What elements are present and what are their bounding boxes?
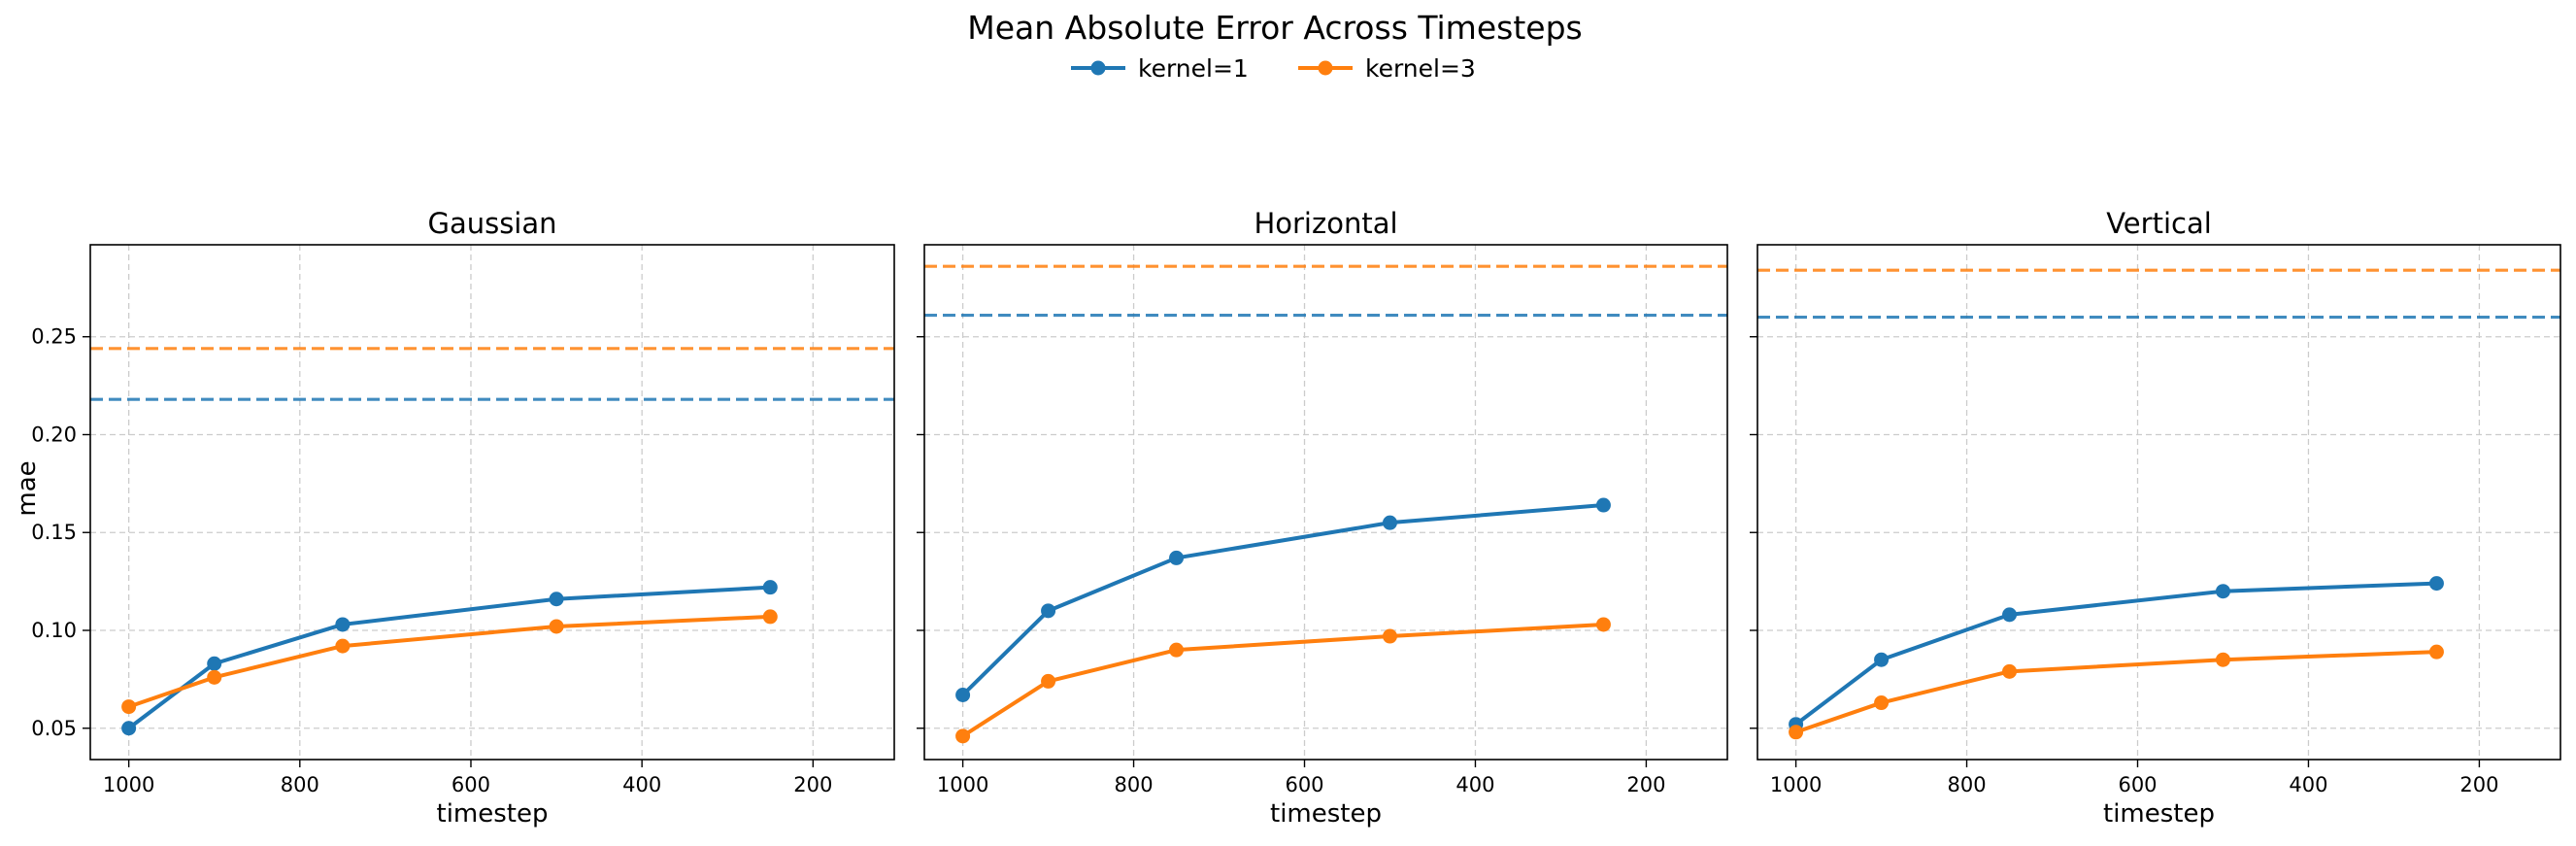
x-tick-label: 400	[2289, 773, 2327, 796]
legend-label: kernel=3	[1365, 54, 1476, 83]
data-point	[1382, 515, 1397, 530]
x-tick-label: 200	[2459, 773, 2498, 796]
data-point	[121, 721, 137, 736]
data-point	[121, 699, 137, 715]
panel-title: Vertical	[2106, 207, 2212, 240]
y-tick-label: 0.05	[31, 717, 77, 740]
data-point	[2002, 607, 2018, 623]
data-point	[1595, 617, 1611, 632]
x-tick-label: 600	[2118, 773, 2157, 796]
x-tick-label: 200	[793, 773, 832, 796]
data-point	[549, 592, 564, 607]
data-point	[1595, 497, 1611, 513]
x-tick-label: 1000	[937, 773, 988, 796]
series-line-kernel3	[1794, 650, 2437, 734]
x-axis-label: timestep	[1270, 799, 1382, 829]
series-line-kernel1	[127, 585, 771, 730]
x-tick-label: 600	[452, 773, 490, 796]
panel-gaussian: 1000 800 600 400 200 0.05 0.10 0.15 0.20 0.25 Gaus…	[31, 207, 895, 829]
legend: kernel=1 kernel=3	[1071, 54, 1476, 83]
x-tick-label: 800	[281, 773, 319, 796]
legend-marker	[1090, 60, 1106, 76]
x-tick-label: 800	[1948, 773, 1987, 796]
data-point	[955, 728, 971, 744]
x-tick-label: 800	[1115, 773, 1154, 796]
axes-frame	[1756, 244, 2561, 761]
x-axis-label: timestep	[2103, 799, 2215, 829]
data-point	[1169, 550, 1185, 565]
data-point	[1874, 695, 1890, 711]
x-tick-label: 400	[622, 773, 661, 796]
panels: 1000 800 600 400 200 0.05 0.10 0.15 0.20 0.25 Gaus…	[31, 207, 2561, 829]
y-tick-label: 0.25	[31, 325, 77, 349]
data-point	[2428, 576, 2444, 592]
y-tick-label: 0.20	[31, 423, 77, 446]
data-point	[207, 669, 222, 685]
data-point	[2428, 644, 2444, 660]
y-axis-label: mae	[13, 460, 42, 516]
panel-vertical: 1000 800 600 400 200 Vertical timestep	[1750, 207, 2561, 829]
data-point	[762, 609, 778, 625]
data-point	[2002, 663, 2018, 679]
data-point	[1169, 642, 1185, 658]
panel-horizontal: 1000 800 600 400 200 Horizontal timestep	[917, 207, 1728, 829]
y-tick-label: 0.15	[31, 521, 77, 544]
panel-title: Horizontal	[1254, 207, 1397, 240]
x-axis-label: timestep	[437, 799, 549, 829]
x-tick-label: 200	[1626, 773, 1665, 796]
axes-frame	[923, 244, 1728, 761]
x-tick-label: 1000	[1770, 773, 1822, 796]
data-point	[549, 619, 564, 634]
data-point	[955, 687, 971, 702]
data-point	[762, 580, 778, 595]
x-tick-label: 1000	[103, 773, 154, 796]
data-point	[1041, 673, 1056, 689]
data-point	[2215, 652, 2230, 667]
x-tick-label: 600	[1285, 773, 1323, 796]
series-line-kernel3	[961, 622, 1604, 738]
data-point	[335, 638, 351, 654]
data-point	[2215, 584, 2230, 599]
chart-title: Mean Absolute Error Across Timesteps	[967, 9, 1582, 47]
data-point	[1874, 652, 1890, 667]
y-tick-label: 0.10	[31, 619, 77, 642]
data-point	[207, 656, 222, 671]
data-point	[1041, 603, 1056, 619]
data-point	[335, 617, 351, 632]
data-point	[1382, 628, 1397, 644]
legend-marker	[1318, 60, 1333, 76]
data-point	[1789, 725, 1804, 740]
axes-frame	[89, 244, 895, 761]
x-tick-label: 400	[1455, 773, 1494, 796]
series-line-kernel1	[961, 503, 1604, 696]
legend-label: kernel=1	[1138, 54, 1249, 83]
panel-title: Gaussian	[427, 207, 556, 240]
